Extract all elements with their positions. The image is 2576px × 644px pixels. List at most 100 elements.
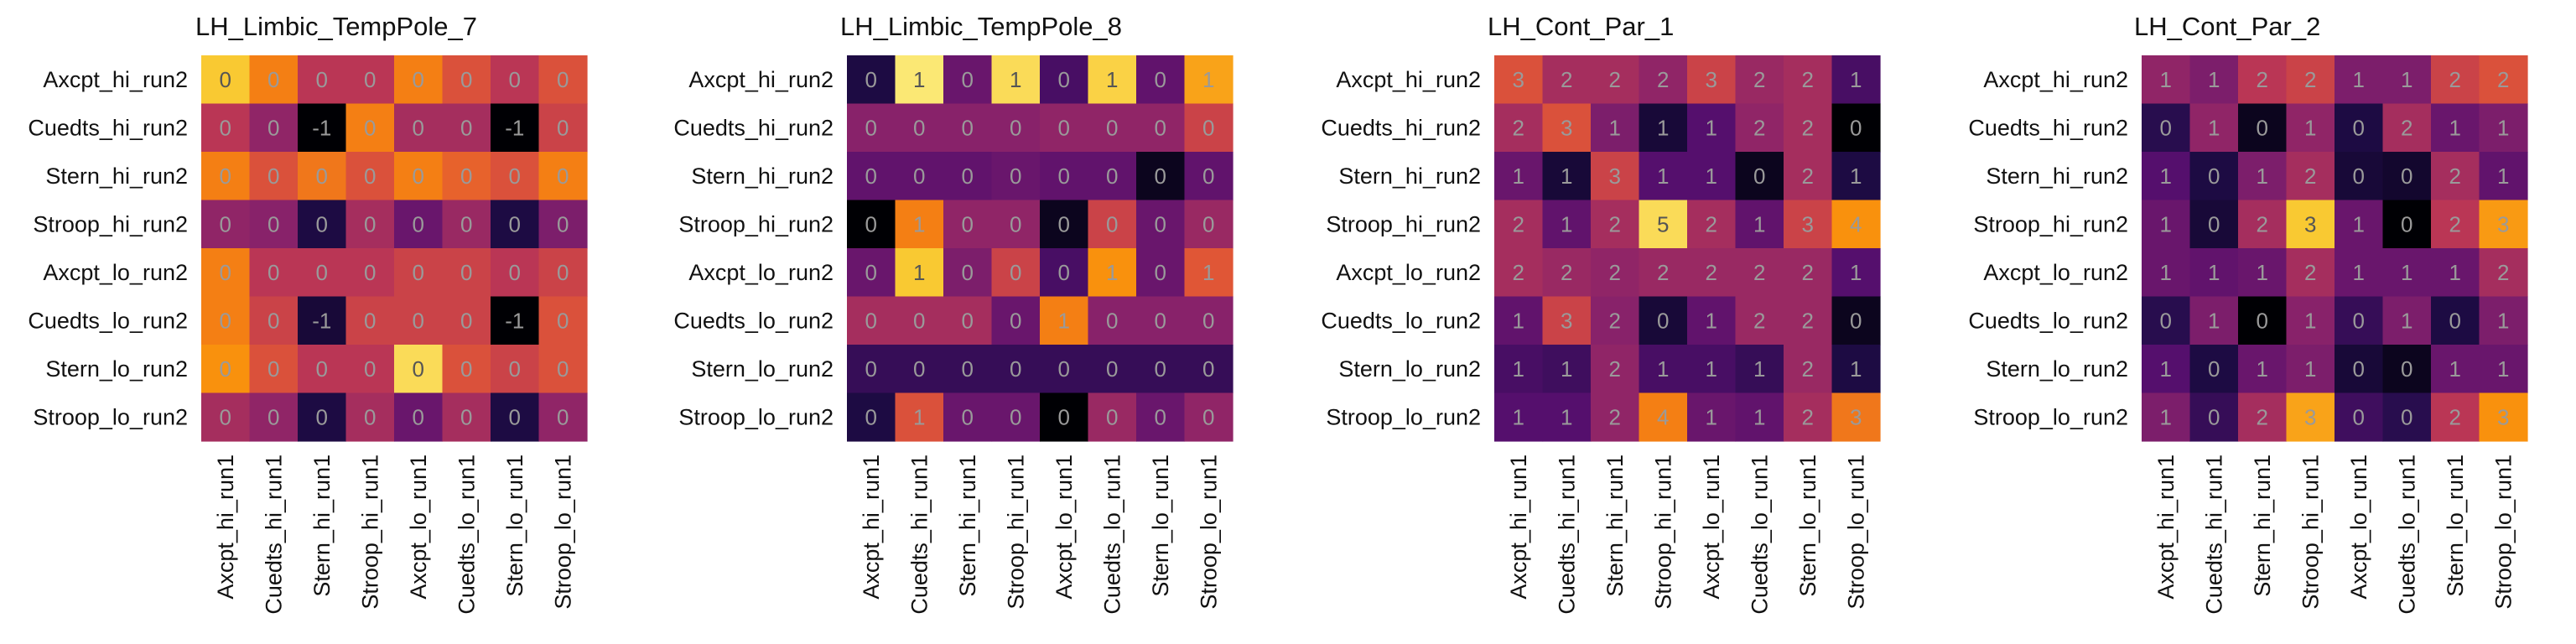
cell-value-label: 1 (913, 67, 925, 92)
cell-value-label: 0 (2353, 356, 2365, 382)
column-label: Stroop_lo_run1 (1843, 454, 1868, 610)
panel-title: LH_Limbic_TempPole_8 (840, 12, 1122, 41)
column-label: Stern_lo_run1 (502, 454, 527, 597)
heatmap-cell (1040, 152, 1089, 201)
cell-value-label: 1 (1706, 164, 1717, 189)
heatmap-cell (1687, 296, 1737, 345)
heatmap-cell (2479, 248, 2528, 298)
cell-value-label: 1 (2257, 260, 2268, 285)
heatmap-cell (491, 296, 540, 345)
heatmap-panel-4: LH_Cont_Par_2 1 1 2 2 1 1 2 2 0 1 0 1 0 2 1 1 1 0 1 2 0 0 2 1 1 0 2… (1968, 12, 2528, 615)
column-label: Axcpt_lo_run1 (2346, 454, 2371, 600)
heatmap-cell (1784, 152, 1833, 201)
heatmap-cell (1687, 55, 1737, 105)
cell-value-label: 0 (557, 356, 569, 382)
cell-value-label: 0 (962, 115, 974, 140)
column-label: Stroop_lo_run1 (1196, 454, 1221, 610)
heatmap-cell (394, 55, 444, 105)
heatmap-cell (2286, 392, 2335, 442)
cell-value-label: -1 (312, 115, 331, 140)
heatmap-cell (1687, 392, 1737, 442)
cell-value-label: 2 (2497, 67, 2509, 92)
cell-value-label: 0 (865, 115, 877, 140)
column-label: Stern_hi_run1 (955, 454, 980, 597)
heatmap-cell (1184, 103, 1233, 153)
row-label: Cuedts_lo_run2 (28, 308, 188, 333)
cell-value-label: 0 (413, 115, 424, 140)
heatmap-cell (298, 345, 347, 394)
cell-value-label: 1 (1657, 115, 1669, 140)
heatmap-cell (538, 296, 588, 345)
cell-value-label: 0 (413, 67, 424, 92)
heatmap-cell (1542, 296, 1592, 345)
heatmap-cell (1184, 152, 1233, 201)
heatmap-cell (1136, 152, 1186, 201)
heatmap-cell (895, 103, 944, 153)
heatmap-cell (2431, 392, 2480, 442)
row-label: Cuedts_lo_run2 (673, 308, 834, 333)
row-label: Stroop_hi_run2 (678, 211, 834, 236)
cell-value-label: 1 (2257, 356, 2268, 382)
column-label: Axcpt_lo_run1 (1699, 454, 1724, 600)
cell-value-label: 0 (267, 164, 279, 189)
row-label: Stroop_lo_run2 (33, 404, 188, 429)
heatmap-cell (1735, 345, 1784, 394)
cell-value-label: 2 (1802, 356, 1814, 382)
heatmap-cell (847, 152, 896, 201)
heatmap-cell (201, 392, 251, 442)
heatmap-cell (2334, 103, 2384, 153)
cell-value-label: 0 (1058, 260, 1070, 285)
cell-value-label: 0 (509, 356, 521, 382)
cell-value-label: 1 (1513, 356, 1524, 382)
cell-value-label: 1 (2449, 115, 2461, 140)
cell-value-label: 1 (1706, 356, 1717, 382)
heatmap-cell (1184, 345, 1233, 394)
heatmap-cell (1831, 296, 1881, 345)
column-label: Axcpt_lo_run1 (1052, 454, 1077, 600)
row-label: Axcpt_lo_run2 (43, 260, 188, 285)
cell-value-label: 1 (913, 404, 925, 429)
cell-value-label: 2 (1609, 67, 1621, 92)
heatmap-cell (895, 55, 944, 105)
cell-value-label: 0 (557, 115, 569, 140)
heatmap-cell (298, 103, 347, 153)
cell-value-label: 1 (1106, 260, 1118, 285)
heatmap-cell (249, 152, 299, 201)
cell-value-label: 0 (220, 67, 231, 92)
cell-value-label: 0 (557, 211, 569, 236)
cell-value-label: 2 (1802, 164, 1814, 189)
cell-value-label: 1 (2353, 67, 2365, 92)
heatmap-cell (1784, 345, 1833, 394)
heatmap-cell (2238, 392, 2288, 442)
cell-value-label: 0 (1010, 211, 1021, 236)
heatmap-cell (1591, 392, 1640, 442)
heatmap-cell (1040, 55, 1089, 105)
cell-value-label: 0 (460, 404, 472, 429)
cell-value-label: 0 (267, 260, 279, 285)
heatmap-cell (1687, 103, 1737, 153)
heatmap-cell (1494, 296, 1544, 345)
heatmap-cell (2238, 152, 2288, 201)
cell-value-label: 1 (2353, 260, 2365, 285)
heatmap-cell (2334, 200, 2384, 249)
row-label: Stern_lo_run2 (1338, 356, 1481, 382)
heatmap-cell (1542, 392, 1592, 442)
cell-value-label: 3 (1561, 115, 1572, 140)
heatmap-cell (943, 248, 993, 298)
column-label: Cuedts_lo_run1 (1747, 454, 1772, 615)
heatmap-cell (2238, 248, 2288, 298)
heatmap-cell (2142, 152, 2191, 201)
cell-value-label: 0 (1155, 67, 1166, 92)
cell-value-label: 0 (364, 67, 376, 92)
cell-value-label: 2 (2257, 404, 2268, 429)
cell-value-label: 0 (1202, 164, 1214, 189)
cell-value-label: 1 (2401, 67, 2412, 92)
cell-value-label: 0 (1058, 67, 1070, 92)
cell-value-label: 0 (1106, 211, 1118, 236)
cell-value-label: 1 (1850, 164, 1862, 189)
heatmap-cell (394, 345, 444, 394)
cell-value-label: 0 (1155, 260, 1166, 285)
heatmap-cell (345, 152, 395, 201)
heatmap-cell (345, 248, 395, 298)
